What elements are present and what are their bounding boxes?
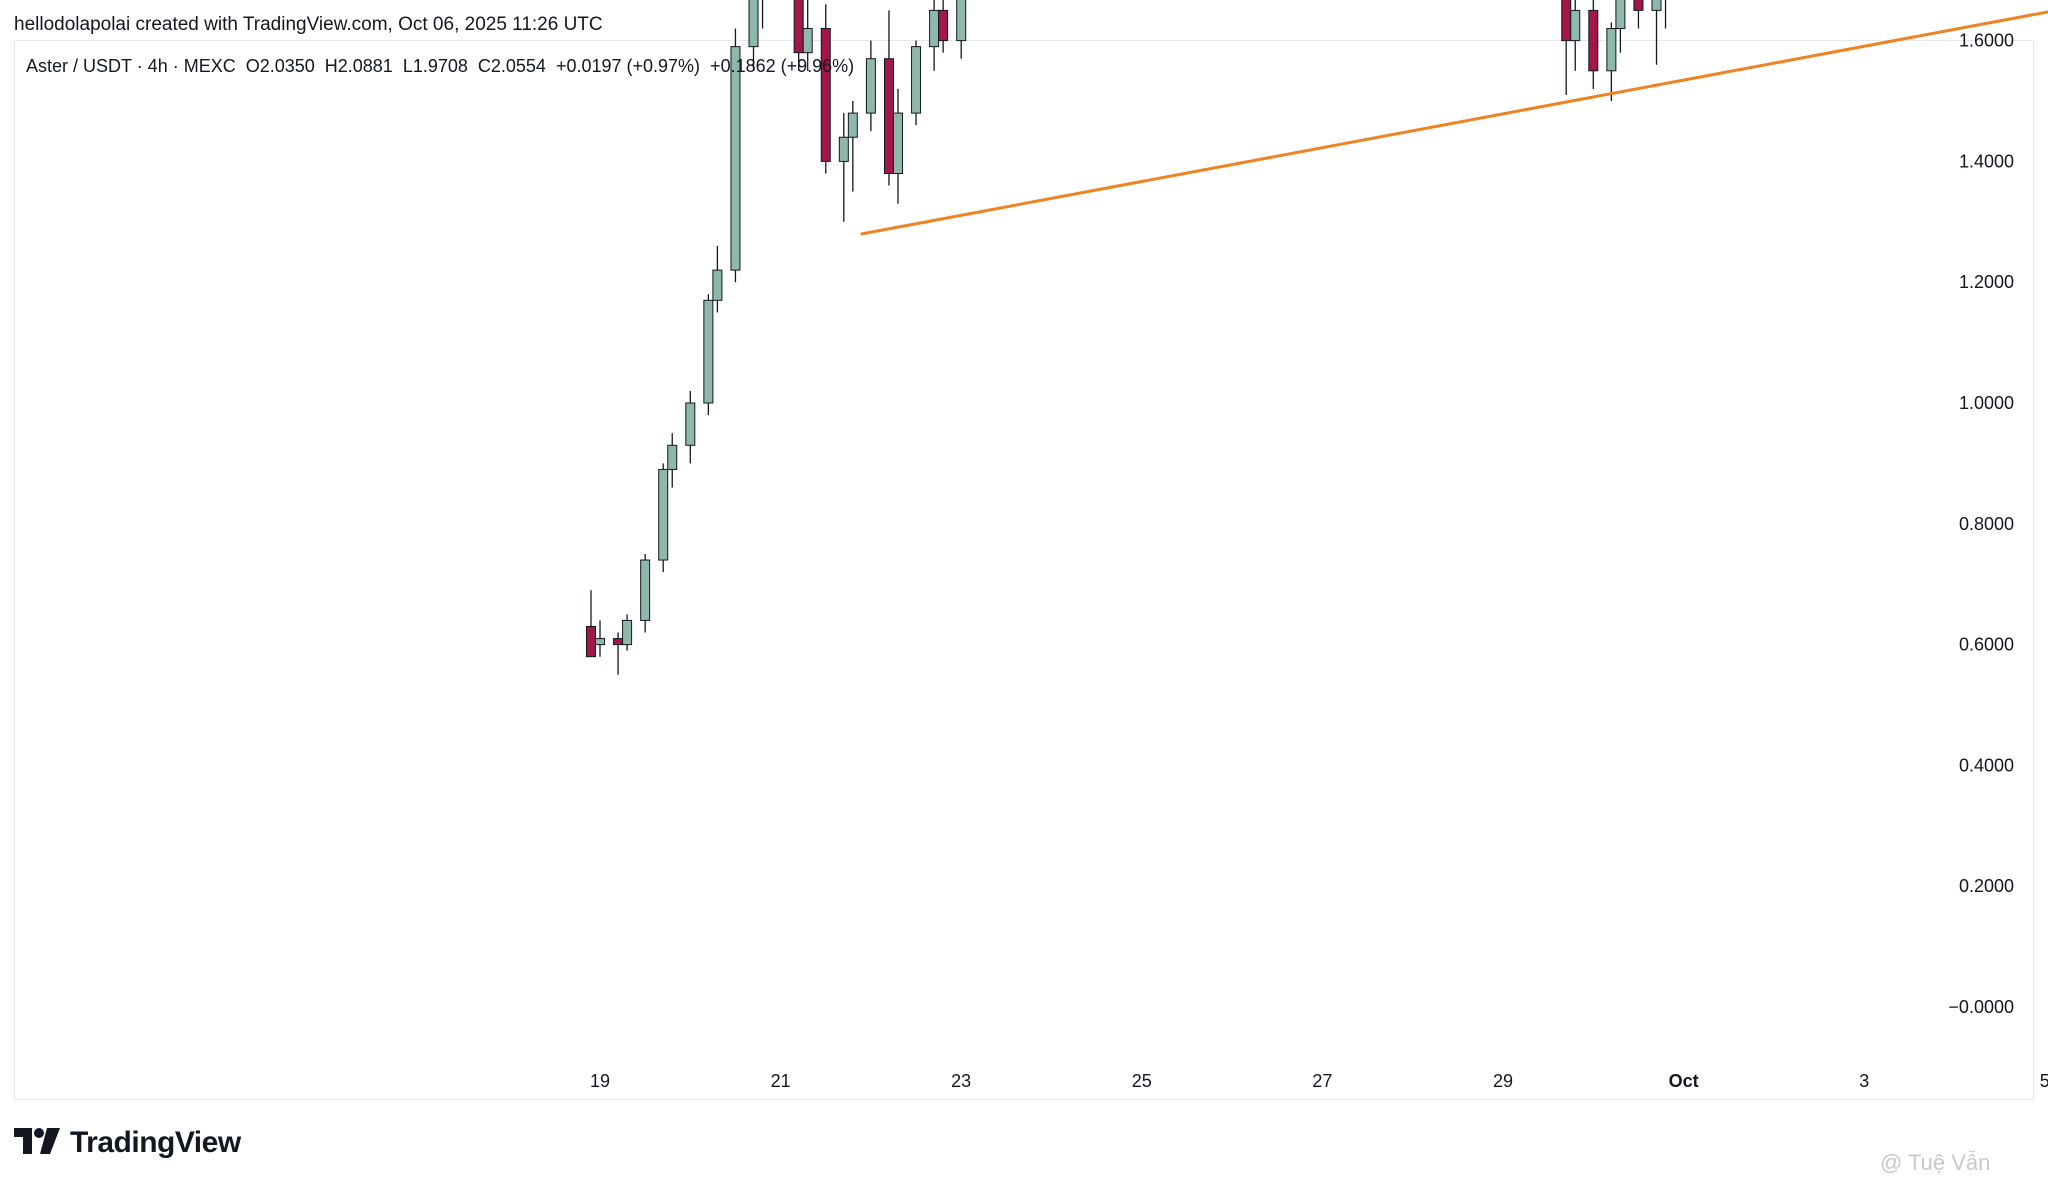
x-tick-label: 29 [1493, 1071, 1513, 1091]
candle[interactable] [883, 10, 894, 186]
candle[interactable] [703, 294, 714, 416]
candle[interactable] [1615, 0, 1626, 53]
candle-body [712, 269, 723, 301]
candle-body [1606, 28, 1617, 72]
candle[interactable] [911, 40, 922, 126]
candle[interactable] [847, 101, 858, 192]
candle[interactable] [730, 28, 741, 283]
candle-body [1615, 0, 1626, 30]
candle[interactable] [1588, 0, 1599, 89]
candle-body [595, 638, 605, 646]
tradingview-brand[interactable]: TradingView [14, 1126, 241, 1160]
candle[interactable] [1651, 0, 1662, 65]
candle-body [847, 112, 858, 138]
candle[interactable] [658, 463, 669, 573]
chart-attribution: hellodolapolai created with TradingView.… [14, 14, 603, 35]
candle[interactable] [1561, 0, 1572, 95]
candle-body [1651, 0, 1662, 11]
y-tick-label: 0.6000 [1959, 635, 2014, 655]
x-tick-label: 27 [1312, 1071, 1332, 1091]
tradingview-logo-icon [14, 1127, 60, 1159]
candle-body [911, 46, 922, 114]
candle-body [730, 46, 741, 271]
axes-layer: −0.0000 0.2000 0.4000 0.6000 0.8000 1.0000 1.2… [590, 31, 2048, 1091]
candle[interactable] [685, 390, 696, 464]
candle[interactable] [640, 554, 651, 633]
candle[interactable] [748, 0, 759, 71]
x-tick-label: 5 [2040, 1071, 2048, 1091]
y-tick-label: 1.2000 [1959, 272, 2014, 292]
symbol-legend: Aster / USDT · 4h · MEXC O2.0350 H2.0881… [26, 56, 855, 76]
candle[interactable] [758, 0, 767, 29]
x-tick-label: 25 [1132, 1071, 1152, 1091]
candle-body [883, 58, 894, 174]
candle[interactable] [667, 433, 678, 488]
x-tick-label: 3 [1859, 1071, 1869, 1091]
candle[interactable] [892, 88, 903, 204]
candle-body [938, 9, 949, 42]
candle-body [802, 28, 813, 54]
candle[interactable] [938, 0, 949, 53]
candle[interactable] [1606, 22, 1617, 101]
y-tick-label: 1.6000 [1959, 31, 2014, 51]
candle-body [865, 58, 876, 114]
x-tick-label: 19 [590, 1071, 610, 1091]
triangle-lower-trendline[interactable] [860, 0, 2048, 236]
candle[interactable] [820, 4, 831, 174]
candle[interactable] [865, 40, 876, 132]
candle[interactable] [838, 113, 849, 222]
candle[interactable] [1633, 0, 1644, 29]
candle-body [892, 112, 903, 174]
candle[interactable] [1570, 0, 1581, 71]
y-tick-label: 1.0000 [1959, 393, 2014, 413]
y-tick-label: 1.4000 [1959, 151, 2014, 171]
candle-body [929, 9, 940, 48]
candle-body [1633, 0, 1644, 11]
candle-body [658, 468, 669, 561]
candle-body [793, 0, 804, 54]
candle[interactable] [585, 590, 596, 658]
candle-body [956, 0, 967, 42]
candle-body [703, 299, 714, 404]
candles-layer [585, 0, 1670, 675]
y-tick-label: 0.8000 [1959, 514, 2014, 534]
candle-body [613, 638, 624, 646]
candle[interactable] [712, 245, 723, 313]
candle-body [1570, 9, 1581, 42]
candle-body [820, 28, 831, 162]
candle-body [838, 136, 849, 162]
candle[interactable] [622, 614, 633, 651]
candle[interactable] [613, 632, 624, 675]
candle-body [748, 0, 759, 48]
candle[interactable] [956, 0, 967, 59]
x-tick-label: 23 [951, 1071, 971, 1091]
candle-body [685, 402, 696, 446]
x-tick-label: Oct [1669, 1071, 1699, 1091]
candle[interactable] [1661, 0, 1670, 29]
candle[interactable] [929, 0, 940, 71]
candle[interactable] [595, 620, 605, 657]
x-tick-label: 21 [771, 1071, 791, 1091]
brand-name: TradingView [70, 1126, 241, 1159]
candle[interactable] [793, 0, 804, 71]
candle-body [640, 559, 651, 621]
candle-body [667, 444, 678, 470]
candle-body [585, 625, 596, 658]
drawings-layer [860, 0, 2048, 236]
candle[interactable] [802, 0, 813, 71]
y-tick-label: −0.0000 [1948, 997, 2014, 1017]
y-tick-label: 0.2000 [1959, 876, 2014, 896]
author-watermark: @ Tuệ Vẫn [1880, 1150, 1991, 1175]
y-tick-label: 0.4000 [1959, 755, 2014, 775]
candle-body [1561, 0, 1572, 42]
candle-body [622, 619, 633, 646]
candle-body [1588, 9, 1599, 72]
chart-pane[interactable] [14, 40, 2034, 1100]
